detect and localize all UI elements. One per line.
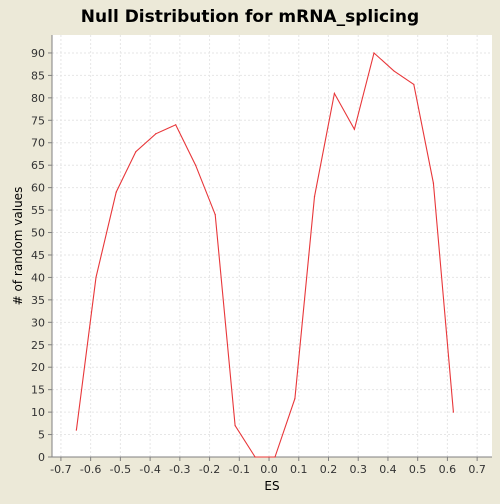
- y-axis-label: # of random values: [11, 187, 25, 306]
- plot-area: [52, 35, 492, 457]
- y-tick-label: 30: [31, 316, 45, 329]
- x-tick-label: -0.6: [80, 463, 101, 476]
- data-point: [194, 164, 197, 166]
- x-tick-label: -0.1: [229, 463, 250, 476]
- data-point: [294, 398, 296, 400]
- x-tick-label: -0.4: [139, 463, 160, 476]
- x-axis-label: ES: [264, 479, 279, 493]
- y-tick-label: 75: [31, 114, 45, 127]
- x-tick-label: 0.0: [260, 463, 278, 476]
- series-line: [75, 51, 454, 458]
- y-tick-label: 25: [31, 339, 45, 352]
- chart-title: Null Distribution for mRNA_splicing: [81, 7, 419, 27]
- x-tick-label: -0.3: [169, 463, 190, 476]
- y-tick-label: 90: [31, 47, 45, 60]
- series-layer: [75, 51, 454, 458]
- x-tick-label: -0.7: [50, 463, 71, 476]
- x-tick-label: -0.5: [110, 463, 131, 476]
- data-point: [393, 70, 395, 72]
- x-tick-label: 0.4: [379, 463, 397, 476]
- x-tick-label: 0.3: [349, 463, 367, 476]
- axes: 0 5 10 15 20 25 30 35 40 45 50 55 60 65 70 75 80 85 90 -0.7…: [31, 35, 492, 476]
- y-tick-label: 40: [31, 271, 45, 284]
- y-tick-label: 55: [31, 204, 45, 217]
- x-tick-label: 0.2: [320, 463, 338, 476]
- data-point: [115, 191, 117, 193]
- y-tick-label: 80: [31, 92, 45, 105]
- x-tick-label: 0.6: [439, 463, 457, 476]
- y-tick-label: 65: [31, 159, 45, 172]
- data-point: [75, 429, 77, 431]
- data-point: [353, 128, 355, 130]
- data-point: [155, 133, 157, 135]
- data-point: [432, 182, 435, 184]
- data-point: [373, 52, 375, 54]
- data-point: [234, 424, 236, 427]
- x-tick-label: 0.7: [468, 463, 486, 476]
- y-tick-label: 85: [31, 69, 45, 82]
- x-tick-label: -0.2: [199, 463, 220, 476]
- grid-lines: [52, 35, 492, 458]
- data-point: [274, 456, 276, 458]
- y-tick-label: 60: [31, 182, 45, 195]
- data-point: [175, 124, 177, 126]
- x-tick-label: 0.1: [290, 463, 308, 476]
- y-tick-label: 0: [38, 451, 45, 464]
- data-point: [333, 92, 336, 94]
- data-point: [254, 456, 256, 458]
- data-point: [313, 196, 316, 198]
- data-point: [413, 83, 415, 85]
- y-tick-label: 35: [31, 294, 45, 307]
- x-tick-label: 0.5: [409, 463, 427, 476]
- data-point: [135, 151, 137, 153]
- y-tick-label: 10: [31, 406, 45, 419]
- data-point: [452, 411, 454, 413]
- y-tick-label: 20: [31, 361, 45, 374]
- y-tick-label: 45: [31, 249, 45, 262]
- data-point: [214, 213, 216, 216]
- y-tick-label: 5: [38, 429, 45, 442]
- y-tick-label: 15: [31, 384, 45, 397]
- data-point: [95, 276, 97, 279]
- y-tick-label: 50: [31, 227, 45, 240]
- y-tick-label: 70: [31, 137, 45, 150]
